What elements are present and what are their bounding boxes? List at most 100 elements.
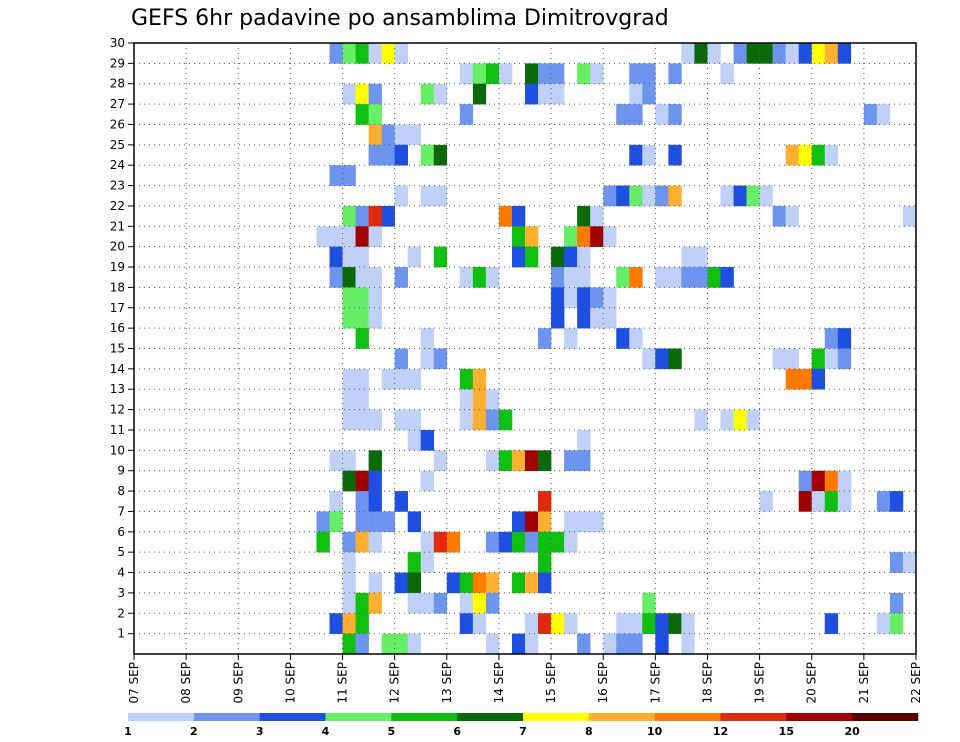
heatmap-cell bbox=[355, 592, 369, 614]
heatmap-cell bbox=[759, 491, 773, 512]
heatmap-cell bbox=[342, 552, 356, 573]
heatmap-cell bbox=[342, 592, 356, 614]
heatmap-cell bbox=[472, 613, 487, 634]
heatmap-cell bbox=[538, 552, 552, 573]
heatmap-cell bbox=[329, 491, 343, 512]
heatmap-cell bbox=[538, 450, 552, 471]
heatmap-cell bbox=[394, 348, 408, 370]
colorbar-label: 3 bbox=[256, 725, 264, 738]
heatmap-cell bbox=[420, 470, 435, 492]
y-tick-label: 29 bbox=[110, 56, 125, 70]
heatmap-cell bbox=[368, 43, 382, 64]
heatmap-cell bbox=[342, 226, 356, 247]
heatmap-cell bbox=[629, 267, 643, 288]
y-tick-label: 23 bbox=[110, 179, 125, 193]
heatmap-cell bbox=[394, 572, 408, 594]
heatmap-cell bbox=[564, 226, 578, 247]
y-tick-label: 10 bbox=[110, 443, 125, 457]
heatmap-cell bbox=[342, 83, 356, 105]
heatmap-cell bbox=[629, 328, 643, 349]
heatmap-cell bbox=[472, 368, 487, 390]
heatmap-cell bbox=[433, 531, 448, 553]
heatmap-cell bbox=[642, 83, 656, 105]
heatmap-cell bbox=[525, 246, 539, 268]
heatmap-cell bbox=[342, 307, 356, 329]
heatmap-cell bbox=[551, 246, 565, 268]
heatmap-cell bbox=[889, 552, 904, 573]
heatmap-cell bbox=[394, 185, 408, 207]
heatmap-cell bbox=[316, 531, 330, 553]
y-tick-label: 24 bbox=[110, 158, 125, 172]
y-tick-label: 1 bbox=[117, 627, 125, 641]
heatmap-cell bbox=[551, 267, 565, 288]
heatmap-cell bbox=[511, 633, 526, 655]
heatmap-cell bbox=[564, 267, 578, 288]
colorbar-swatch bbox=[852, 713, 919, 721]
y-tick-label: 4 bbox=[117, 566, 125, 580]
heatmap-cell bbox=[433, 83, 448, 105]
heatmap-cell bbox=[564, 328, 578, 349]
colorbar-label: 7 bbox=[519, 725, 527, 738]
heatmap-cell bbox=[837, 43, 852, 64]
heatmap-cell bbox=[355, 43, 369, 64]
x-tick-label: 11 SEP bbox=[336, 662, 350, 704]
heatmap-cell bbox=[577, 450, 591, 471]
heatmap-cell bbox=[498, 205, 513, 227]
heatmap-cell bbox=[785, 348, 799, 370]
heatmap-cell bbox=[407, 124, 422, 146]
heatmap-cell bbox=[837, 491, 852, 512]
heatmap-cell bbox=[629, 185, 643, 207]
heatmap-cell bbox=[355, 226, 369, 247]
colorbar-label: 2 bbox=[190, 725, 198, 738]
heatmap-cell bbox=[681, 43, 695, 64]
heatmap-cell bbox=[342, 470, 356, 492]
heatmap-cell bbox=[642, 592, 656, 614]
y-axis: 1234567891011121314151617181920212223242… bbox=[110, 36, 134, 641]
heatmap-cell bbox=[655, 633, 669, 655]
heatmap-cell bbox=[668, 63, 682, 85]
heatmap-cell bbox=[433, 246, 448, 268]
heatmap-cell bbox=[577, 205, 591, 227]
heatmap-cell bbox=[655, 104, 669, 125]
colorbar-label: 6 bbox=[453, 725, 461, 738]
heatmap-cell bbox=[590, 63, 604, 85]
heatmap-cell bbox=[407, 633, 422, 655]
heatmap-cell bbox=[590, 226, 604, 247]
colorbar-label: 8 bbox=[585, 725, 593, 738]
heatmap-cell bbox=[381, 144, 395, 166]
heatmap-cell bbox=[811, 470, 826, 492]
heatmap-cell bbox=[485, 63, 500, 85]
heatmap-cell bbox=[551, 613, 565, 634]
heatmap-cell bbox=[485, 592, 500, 614]
heatmap-cell bbox=[577, 511, 591, 533]
heatmap-cell bbox=[525, 63, 539, 85]
heatmap-cell bbox=[355, 267, 369, 288]
heatmap-cell bbox=[342, 409, 356, 431]
heatmap-cell bbox=[316, 226, 330, 247]
y-tick-label: 9 bbox=[117, 464, 125, 478]
heatmap-cell bbox=[577, 246, 591, 268]
heatmap-cell bbox=[355, 491, 369, 512]
colorbar-swatch bbox=[193, 713, 260, 721]
heatmap-cell bbox=[889, 613, 904, 634]
grid-lines bbox=[134, 43, 916, 654]
heatmap-cell bbox=[746, 409, 760, 431]
heatmap-cell bbox=[485, 409, 500, 431]
colorbar-label: 10 bbox=[647, 725, 663, 738]
heatmap-cell bbox=[798, 144, 813, 166]
heatmap-cell bbox=[342, 246, 356, 268]
colorbar-swatch bbox=[457, 713, 524, 721]
x-tick-label: 19 SEP bbox=[753, 662, 767, 704]
heatmap-cell bbox=[772, 43, 786, 64]
colorbar-swatch bbox=[588, 713, 655, 721]
heatmap-cell bbox=[798, 491, 813, 512]
heatmap-cell bbox=[368, 592, 382, 614]
heatmap-cell bbox=[785, 43, 799, 64]
heatmap-cell bbox=[824, 43, 839, 64]
y-tick-label: 27 bbox=[110, 97, 125, 111]
heatmap-cell bbox=[368, 491, 382, 512]
heatmap-cell bbox=[485, 572, 500, 594]
heatmap-cell bbox=[433, 592, 448, 614]
x-tick-label: 21 SEP bbox=[857, 662, 871, 704]
heatmap-cell bbox=[368, 287, 382, 309]
